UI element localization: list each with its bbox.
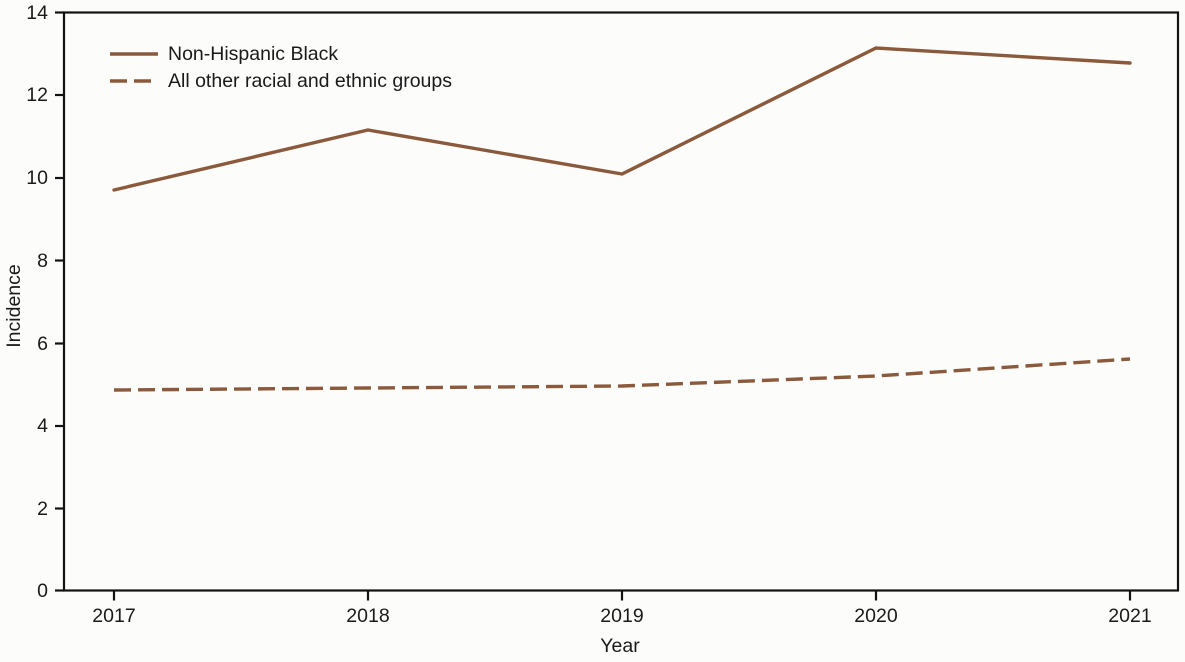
svg-text:10: 10 [26, 167, 48, 189]
svg-text:2018: 2018 [346, 605, 389, 627]
svg-text:All other racial and ethnic gr: All other racial and ethnic groups [168, 70, 452, 92]
svg-text:14: 14 [26, 2, 48, 24]
svg-text:2019: 2019 [600, 605, 643, 627]
svg-text:2020: 2020 [854, 605, 898, 627]
svg-text:6: 6 [37, 333, 48, 355]
svg-text:Non-Hispanic Black: Non-Hispanic Black [168, 43, 338, 65]
svg-text:Year: Year [600, 635, 640, 657]
svg-text:4: 4 [37, 415, 48, 437]
svg-text:2021: 2021 [1108, 605, 1151, 627]
svg-text:12: 12 [26, 84, 48, 106]
svg-text:2017: 2017 [92, 605, 135, 627]
svg-text:8: 8 [37, 250, 48, 272]
svg-text:0: 0 [37, 580, 48, 602]
svg-text:2: 2 [37, 498, 48, 520]
svg-text:Incidence: Incidence [3, 264, 25, 347]
